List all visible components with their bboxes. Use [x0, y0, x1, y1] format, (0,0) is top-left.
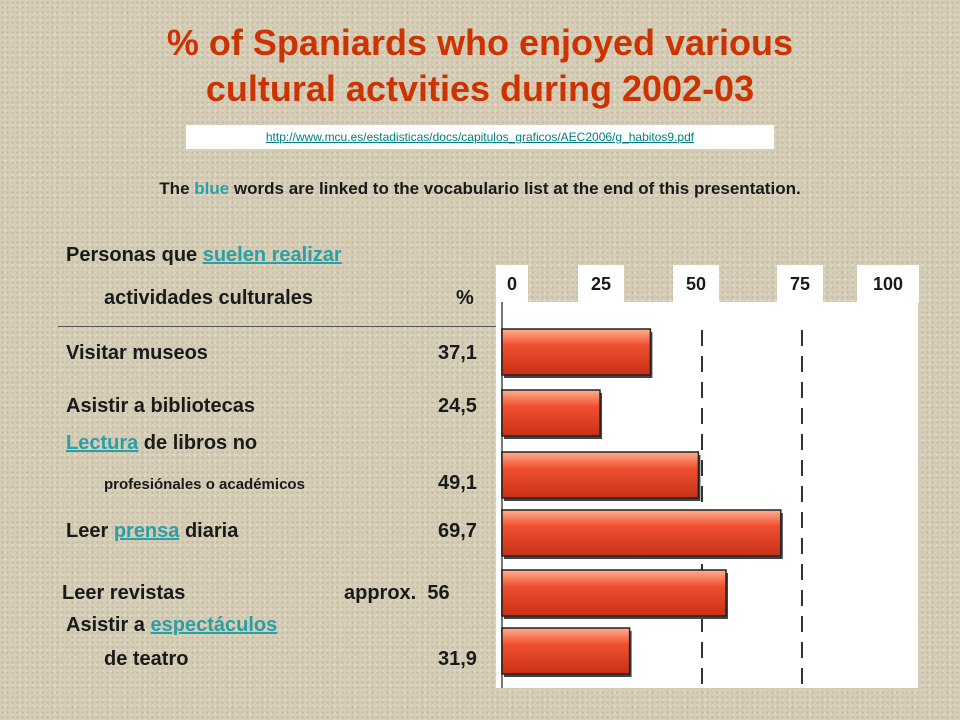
- row-revistas-value: approx. 56: [344, 582, 450, 604]
- prensa-link[interactable]: prensa: [113, 520, 180, 542]
- suelen-realizar-link[interactable]: suelen realizar: [202, 244, 342, 266]
- chart-title: % of Spaniards who enjoyed various cultu…: [60, 20, 900, 112]
- bar-3: [501, 509, 782, 557]
- row-prensa-value: 69,7: [438, 520, 477, 542]
- espectaculos-link[interactable]: espectáculos: [150, 614, 278, 636]
- row-teatro-sub: de teatro: [104, 648, 189, 670]
- lectura-link[interactable]: Lectura: [66, 432, 139, 454]
- note-prefix: The: [159, 179, 195, 198]
- row-museos-value: 37,1: [438, 342, 477, 364]
- bar-4: [501, 569, 727, 617]
- tick-label-100: 100: [857, 265, 919, 303]
- bar-1: [501, 389, 601, 437]
- percent-header: %: [456, 287, 474, 309]
- header-line-1: Personas que suelen realizar: [66, 244, 342, 267]
- row-bibliotecas-label: Asistir a bibliotecas: [66, 395, 255, 417]
- header-divider: [58, 326, 498, 327]
- row-prensa-label: Leer prensa diaria: [66, 520, 238, 543]
- row-lectura-value: 49,1: [438, 472, 477, 494]
- lectura-text: de libros no: [138, 432, 258, 454]
- row-lectura-label: Lectura de libros no: [66, 432, 257, 455]
- prensa-suffix: diaria: [179, 520, 239, 542]
- source-link[interactable]: http://www.mcu.es/estadisticas/docs/capi…: [186, 125, 774, 149]
- note-suffix: words are linked to the vocabulario list…: [229, 179, 801, 198]
- row-teatro-value: 31,9: [438, 648, 477, 670]
- row-teatro-label: Asistir a espectáculos: [66, 614, 277, 637]
- note-blue-word: blue: [194, 179, 230, 198]
- title-line-2: cultural actvities during 2002-03: [205, 68, 755, 109]
- bar-2: [501, 451, 700, 499]
- header-text: Personas que: [66, 244, 203, 266]
- row-bibliotecas-value: 24,5: [438, 395, 477, 417]
- row-revistas-label: Leer revistas: [62, 582, 186, 604]
- header-line-2: actividades culturales: [104, 287, 313, 309]
- vocab-note: The blue words are linked to the vocabul…: [80, 176, 880, 202]
- tick-label-75: 75: [777, 265, 823, 303]
- tick-label-50: 50: [673, 265, 719, 303]
- bar-chart-svg: [501, 302, 803, 688]
- teatro-prefix: Asistir a: [66, 614, 151, 636]
- chart-plot-area: [496, 302, 918, 688]
- tick-label-0: 0: [496, 265, 528, 303]
- bar-0: [501, 328, 652, 376]
- bar-5: [501, 627, 631, 675]
- tick-label-25: 25: [578, 265, 624, 303]
- title-line-1: % of Spaniards who enjoyed various: [166, 22, 794, 63]
- row-museos-label: Visitar museos: [66, 342, 208, 364]
- row-lectura-sub: profesiónales o académicos: [104, 476, 305, 493]
- prensa-prefix: Leer: [66, 520, 114, 542]
